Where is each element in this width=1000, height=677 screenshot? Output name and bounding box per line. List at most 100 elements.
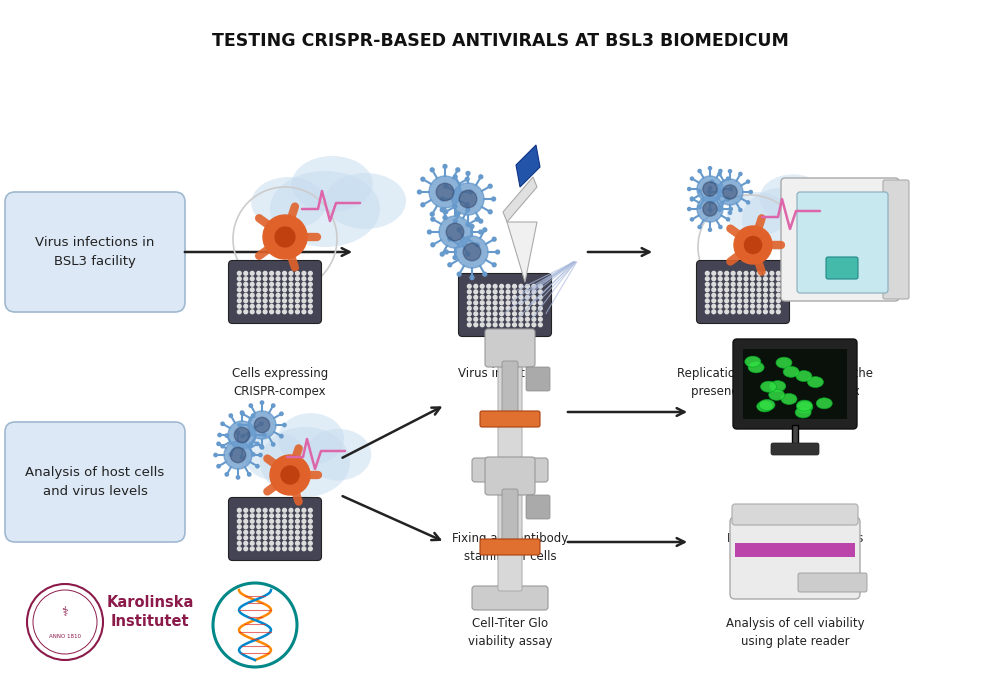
Circle shape bbox=[296, 305, 299, 308]
Circle shape bbox=[475, 243, 479, 246]
Circle shape bbox=[697, 176, 723, 202]
Circle shape bbox=[744, 299, 748, 303]
Circle shape bbox=[237, 547, 241, 550]
Ellipse shape bbox=[776, 357, 792, 368]
Circle shape bbox=[296, 536, 299, 540]
Circle shape bbox=[487, 290, 491, 294]
Circle shape bbox=[452, 183, 484, 215]
Circle shape bbox=[757, 310, 761, 313]
Circle shape bbox=[532, 295, 536, 299]
Polygon shape bbox=[516, 145, 540, 187]
Circle shape bbox=[443, 216, 447, 219]
Circle shape bbox=[421, 177, 425, 181]
Circle shape bbox=[429, 176, 461, 208]
Circle shape bbox=[296, 542, 299, 545]
Circle shape bbox=[493, 307, 497, 310]
Circle shape bbox=[289, 531, 293, 534]
Circle shape bbox=[302, 305, 306, 308]
Circle shape bbox=[430, 168, 434, 172]
Circle shape bbox=[270, 293, 273, 297]
Circle shape bbox=[237, 310, 241, 313]
Circle shape bbox=[275, 227, 295, 247]
Circle shape bbox=[738, 293, 741, 297]
Circle shape bbox=[270, 271, 273, 275]
Circle shape bbox=[751, 282, 754, 286]
Circle shape bbox=[302, 299, 306, 303]
Circle shape bbox=[276, 542, 280, 545]
Circle shape bbox=[276, 282, 280, 286]
FancyBboxPatch shape bbox=[502, 489, 518, 543]
Circle shape bbox=[276, 519, 280, 523]
Circle shape bbox=[690, 177, 694, 180]
Text: Fixing and antibody
staining of cells: Fixing and antibody staining of cells bbox=[452, 532, 568, 563]
Ellipse shape bbox=[292, 156, 373, 212]
Circle shape bbox=[757, 305, 761, 308]
Circle shape bbox=[698, 225, 701, 229]
Circle shape bbox=[480, 301, 484, 305]
Circle shape bbox=[532, 307, 536, 310]
Circle shape bbox=[244, 531, 248, 534]
Circle shape bbox=[289, 277, 293, 281]
Circle shape bbox=[241, 435, 244, 438]
Circle shape bbox=[538, 301, 542, 305]
Circle shape bbox=[296, 547, 299, 550]
Circle shape bbox=[500, 301, 503, 305]
Circle shape bbox=[283, 547, 286, 550]
Circle shape bbox=[276, 305, 280, 308]
Circle shape bbox=[466, 253, 470, 256]
Circle shape bbox=[475, 217, 479, 221]
Circle shape bbox=[283, 305, 286, 308]
Circle shape bbox=[283, 508, 286, 512]
Circle shape bbox=[705, 277, 709, 281]
Circle shape bbox=[308, 277, 312, 281]
Circle shape bbox=[493, 290, 497, 294]
Circle shape bbox=[302, 508, 306, 512]
Circle shape bbox=[283, 282, 286, 286]
Circle shape bbox=[705, 282, 709, 286]
Circle shape bbox=[302, 531, 306, 534]
Circle shape bbox=[218, 433, 221, 437]
Circle shape bbox=[764, 310, 767, 313]
Circle shape bbox=[289, 547, 293, 550]
Circle shape bbox=[538, 284, 542, 288]
Circle shape bbox=[296, 514, 299, 518]
Circle shape bbox=[532, 301, 536, 305]
Circle shape bbox=[492, 237, 496, 241]
Circle shape bbox=[723, 185, 737, 199]
Circle shape bbox=[493, 318, 497, 321]
Circle shape bbox=[260, 401, 264, 404]
Circle shape bbox=[519, 295, 523, 299]
Ellipse shape bbox=[325, 173, 406, 229]
Ellipse shape bbox=[245, 433, 306, 481]
Circle shape bbox=[302, 542, 306, 545]
Circle shape bbox=[725, 288, 729, 292]
Circle shape bbox=[739, 209, 742, 212]
Circle shape bbox=[710, 201, 714, 204]
Circle shape bbox=[487, 318, 491, 321]
Circle shape bbox=[256, 442, 259, 445]
Circle shape bbox=[272, 443, 275, 446]
Circle shape bbox=[254, 417, 270, 433]
Circle shape bbox=[728, 170, 732, 173]
Circle shape bbox=[506, 307, 510, 310]
Circle shape bbox=[712, 288, 716, 292]
Circle shape bbox=[731, 305, 735, 308]
Circle shape bbox=[474, 301, 478, 305]
Ellipse shape bbox=[796, 400, 812, 411]
Ellipse shape bbox=[745, 356, 761, 367]
Circle shape bbox=[302, 293, 306, 297]
Circle shape bbox=[244, 542, 248, 545]
Circle shape bbox=[712, 277, 716, 281]
Circle shape bbox=[731, 288, 735, 292]
Circle shape bbox=[738, 305, 741, 308]
Circle shape bbox=[708, 209, 712, 211]
Circle shape bbox=[532, 284, 536, 288]
Circle shape bbox=[308, 536, 312, 540]
Circle shape bbox=[236, 431, 240, 434]
Circle shape bbox=[248, 473, 251, 476]
Circle shape bbox=[257, 536, 261, 540]
FancyBboxPatch shape bbox=[472, 586, 548, 610]
Circle shape bbox=[289, 536, 293, 540]
FancyBboxPatch shape bbox=[228, 261, 322, 324]
Circle shape bbox=[230, 447, 246, 462]
